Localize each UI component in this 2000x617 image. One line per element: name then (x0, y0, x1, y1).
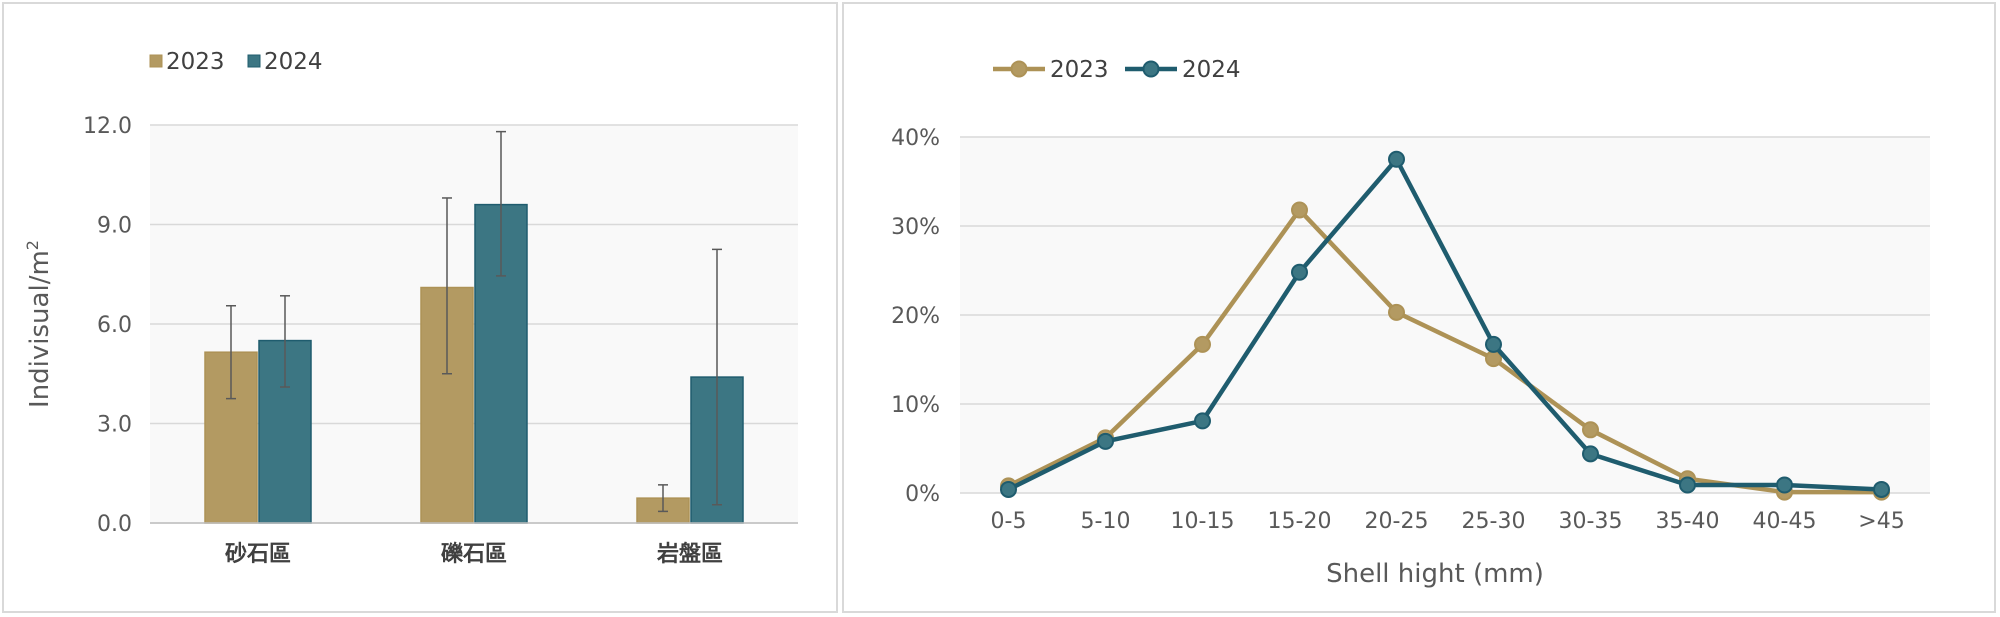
data-point-2024 (1679, 476, 1696, 494)
x-tick-label: 25-30 (1462, 509, 1526, 534)
x-tick-label: 40-45 (1753, 509, 1817, 534)
y-tick-label: 0% (905, 482, 940, 507)
data-point-2024 (1388, 150, 1405, 168)
bar-chart: 0.0 3.0 6.0 9.0 12.0 Indivisual/m2 砂石區 礫石區 岩盤區 20… (23, 49, 798, 567)
y-tick-label: 9.0 (97, 214, 132, 239)
data-point-2024 (1291, 263, 1308, 281)
y-tick-label: 30% (891, 215, 940, 240)
x-tick-label: 35-40 (1656, 509, 1720, 534)
data-point-2024 (1582, 445, 1599, 463)
y-axis-title: Indivisual/m2 (23, 240, 55, 408)
data-point-2024 (1000, 480, 1017, 498)
data-point-2024 (1097, 432, 1114, 450)
legend-marker-2023 (1010, 60, 1028, 78)
data-point-2023 (1388, 303, 1405, 321)
y-axis-title-main: Indivisual/m (25, 250, 55, 408)
x-axis-title: Shell hight (mm) (1326, 559, 1544, 589)
data-point-2023 (1291, 201, 1308, 219)
x-tick-label: 5-10 (1081, 509, 1131, 534)
data-point-2023 (1582, 421, 1599, 439)
legend-marker-2024 (1142, 60, 1160, 78)
y-tick-label: 0.0 (97, 512, 132, 537)
y-tick-label: 20% (891, 304, 940, 329)
x-category-label: 礫石區 (441, 541, 507, 567)
series-line-2024 (1007, 157, 1882, 492)
x-tick-label: >45 (1858, 509, 1904, 534)
x-tick-label: 0-5 (991, 509, 1027, 534)
y-tick-label: 6.0 (97, 313, 132, 338)
legend-swatch-2023 (149, 54, 163, 68)
legend-label: 2023 (166, 49, 225, 75)
legend-swatch-2024 (247, 54, 261, 68)
y-tick-label: 12.0 (83, 114, 132, 139)
x-category-label: 砂石區 (225, 541, 291, 567)
y-tick-label: 40% (891, 126, 940, 151)
legend-label: 2024 (264, 49, 323, 75)
data-point-2023 (1194, 335, 1211, 353)
x-category-label: 岩盤區 (656, 541, 723, 567)
data-point-2024 (1485, 335, 1502, 353)
legend-label: 2023 (1050, 57, 1109, 83)
line-chart: 0% 10% 20% 30% 40% 0-5 5-10 10-15 15-20 20-25 25-3… (891, 57, 1930, 589)
x-tick-label: 20-25 (1365, 509, 1429, 534)
line-chart-panel: 0% 10% 20% 30% 40% 0-5 5-10 10-15 15-20 20-25 25-3… (842, 2, 1996, 613)
y-axis-title-superscript: 2 (23, 240, 42, 250)
data-point-2024 (1194, 412, 1211, 430)
y-tick-label: 10% (891, 393, 940, 418)
data-point-2024 (1873, 480, 1890, 498)
x-tick-label: 15-20 (1268, 509, 1332, 534)
y-tick-label: 3.0 (97, 413, 132, 438)
x-tick-label: 30-35 (1559, 509, 1623, 534)
legend-label: 2024 (1182, 57, 1241, 83)
bar-chart-panel: 0.0 3.0 6.0 9.0 12.0 Indivisual/m2 砂石區 礫石區 岩盤區 20… (2, 2, 838, 613)
x-tick-label: 10-15 (1171, 509, 1235, 534)
data-point-2024 (1776, 476, 1793, 494)
